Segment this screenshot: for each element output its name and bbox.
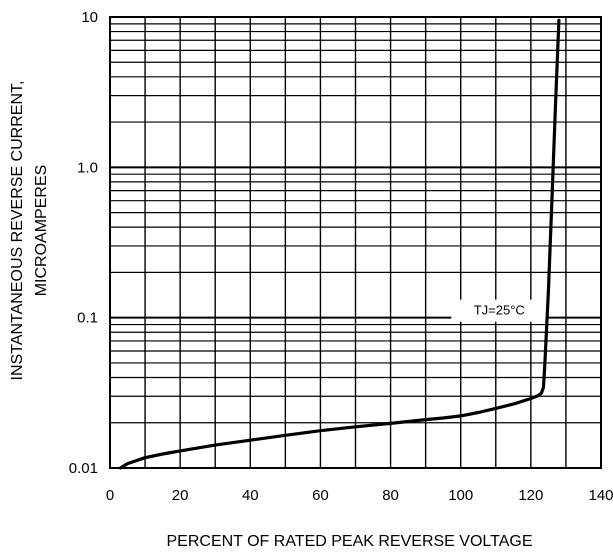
y-tick-label: 0.01 xyxy=(69,460,98,477)
x-tick-label: 60 xyxy=(312,487,329,504)
y-tick-label: 0.1 xyxy=(77,310,98,327)
series-line xyxy=(118,18,561,470)
y-tick-label: 10 xyxy=(81,9,98,26)
y-tick-label: 1.0 xyxy=(77,159,98,176)
x-tick-labels: 0 20 40 60 80 100 120 140 xyxy=(106,487,613,504)
annotation-background xyxy=(451,299,548,322)
y-tick-labels: 0.01 0.1 1.0 10 xyxy=(69,9,98,477)
x-tick-label: 40 xyxy=(242,487,259,504)
x-tick-label: 0 xyxy=(106,487,114,504)
x-axis-label: PERCENT OF RATED PEAK REVERSE VOLTAGE xyxy=(166,533,532,550)
x-tick-label: 120 xyxy=(518,487,543,504)
x-tick-label: 20 xyxy=(172,487,189,504)
x-tick-label: 140 xyxy=(588,487,613,504)
series-group xyxy=(118,18,561,470)
y-axis-label-line1: INSTANTANEOUS REVERSE CURRENT, xyxy=(9,81,26,381)
x-tick-label: 100 xyxy=(448,487,473,504)
x-tick-label: 80 xyxy=(382,487,399,504)
grid xyxy=(109,16,602,469)
annotation-group: TJ=25°C xyxy=(451,299,548,322)
plot-frame xyxy=(109,16,602,469)
y-axis-label-line2: MICROAMPERES xyxy=(33,165,50,297)
annotation-label: TJ=25°C xyxy=(474,303,525,318)
